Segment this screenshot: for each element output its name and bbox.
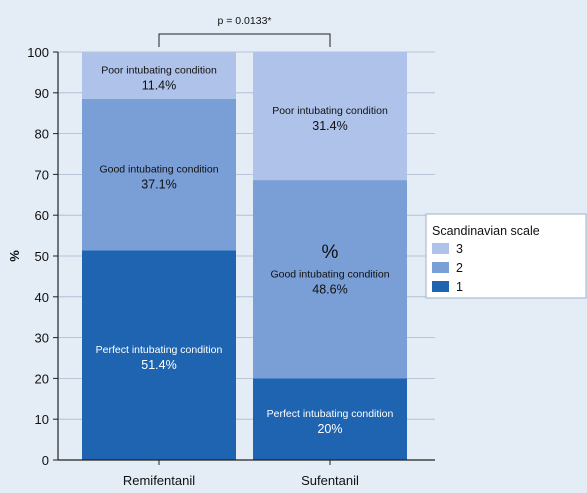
bar-segment: [253, 180, 407, 379]
segment-label: Perfect intubating condition: [96, 344, 223, 356]
y-tick-label: 70: [35, 167, 49, 182]
segment-label: Perfect intubating condition: [267, 408, 394, 420]
y-tick-label: 10: [35, 412, 49, 427]
legend-swatch: [432, 262, 449, 273]
legend-title: Scandinavian scale: [432, 224, 540, 238]
segment-label: Good intubating condition: [270, 268, 389, 280]
y-tick-label: 100: [27, 45, 49, 60]
segment-value: 11.4%: [142, 79, 177, 93]
y-tick-label: 20: [35, 371, 49, 386]
y-tick-label: 50: [35, 249, 49, 264]
segment-value: 31.4%: [312, 119, 347, 133]
y-tick-label: 60: [35, 208, 49, 223]
legend-swatch: [432, 243, 449, 254]
y-tick-label: 90: [35, 86, 49, 101]
legend-swatch: [432, 281, 449, 292]
bar-segment: [82, 250, 236, 460]
legend-label: 3: [456, 242, 463, 256]
segment-value: 48.6%: [312, 282, 347, 296]
y-tick-label: 80: [35, 127, 49, 142]
y-axis-label: %: [7, 250, 22, 262]
x-tick-label: Remifentanil: [123, 473, 195, 488]
significance-bracket: [158, 33, 331, 47]
y-tick-label: 30: [35, 331, 49, 346]
x-tick-label: Sufentanil: [301, 473, 359, 488]
legend-box: [425, 213, 587, 299]
bar-segment: [82, 98, 236, 251]
segment-label: Poor intubating condition: [272, 105, 388, 117]
legend-label: 1: [456, 280, 463, 294]
bar-segment: [253, 378, 407, 460]
segment-value: 51.4%: [141, 358, 176, 372]
segment-value: 20%: [317, 422, 342, 436]
p-value-annotation: p = 0.0133*: [217, 15, 271, 27]
y-tick-label: 40: [35, 290, 49, 305]
segment-label: Good intubating condition: [99, 164, 218, 176]
segment-label: Poor intubating condition: [101, 65, 217, 77]
center-annotation: %: [322, 242, 339, 263]
bar-segment: [82, 52, 236, 99]
segment-value: 37.1%: [141, 178, 176, 192]
y-tick-label: 0: [42, 453, 49, 468]
legend-label: 2: [456, 261, 463, 275]
bar-segment: [253, 52, 407, 181]
